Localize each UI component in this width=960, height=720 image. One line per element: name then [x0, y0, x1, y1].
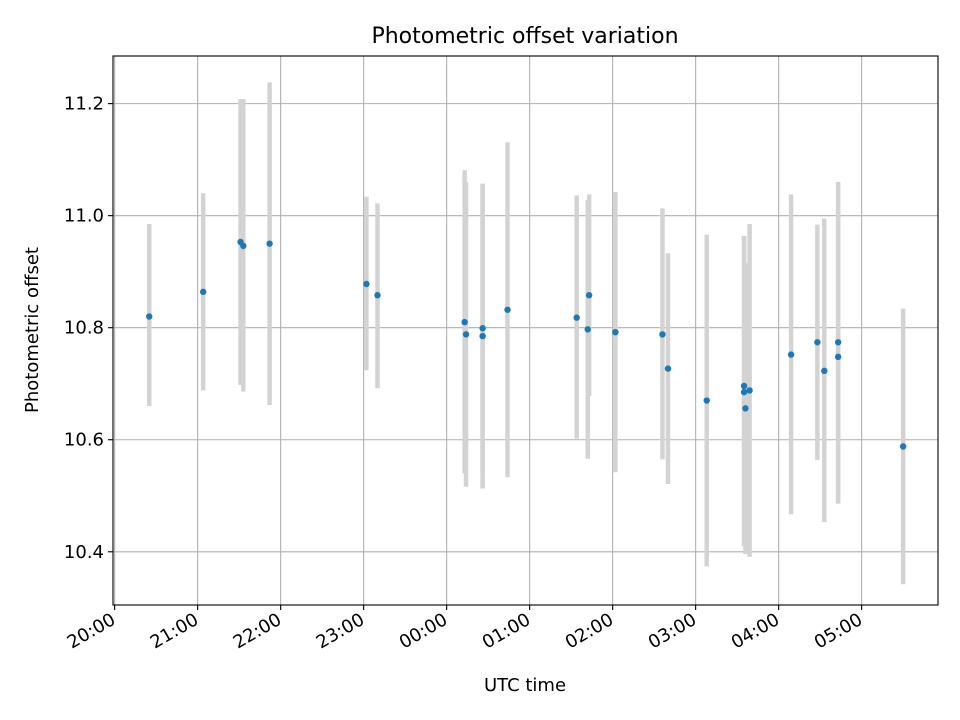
data-point [584, 326, 591, 333]
data-point [742, 405, 749, 412]
data-point [899, 443, 907, 450]
data-point [821, 367, 828, 375]
y-axis-label: Photometric offset [22, 247, 43, 413]
chart-title: Photometric offset variation [371, 24, 678, 49]
y-tick-label: 10.8 [64, 318, 104, 339]
data-point [703, 397, 710, 404]
y-tick-label: 11.2 [64, 94, 104, 115]
data-point [240, 242, 247, 250]
data-point [479, 332, 486, 340]
data-point [612, 328, 619, 336]
data-points [146, 238, 907, 450]
data-point [746, 387, 753, 394]
data-point [266, 240, 273, 247]
data-point [814, 339, 821, 346]
y-tick-label: 11.0 [64, 206, 104, 227]
y-tick-label: 10.4 [64, 542, 104, 563]
data-point [834, 339, 842, 346]
y-tick-label: 10.6 [64, 430, 104, 451]
data-point [834, 353, 842, 361]
data-point [573, 314, 580, 321]
y-axis-ticks: 10.4 10.6 10.8 11.0 11.2 [64, 94, 113, 563]
data-point [374, 292, 381, 299]
data-point [664, 365, 672, 372]
data-point [659, 331, 666, 338]
data-point [740, 388, 748, 396]
x-axis-label: UTC time [484, 675, 566, 696]
grid-lines [113, 56, 938, 605]
data-point [787, 351, 795, 358]
data-point [504, 306, 511, 313]
data-point [479, 325, 486, 332]
data-point [199, 288, 207, 296]
data-point [146, 313, 153, 320]
plot-frame [112, 55, 939, 606]
data-point [461, 318, 468, 326]
data-point [363, 280, 370, 288]
data-point [462, 331, 470, 338]
data-point [740, 382, 748, 390]
data-point [585, 292, 593, 299]
